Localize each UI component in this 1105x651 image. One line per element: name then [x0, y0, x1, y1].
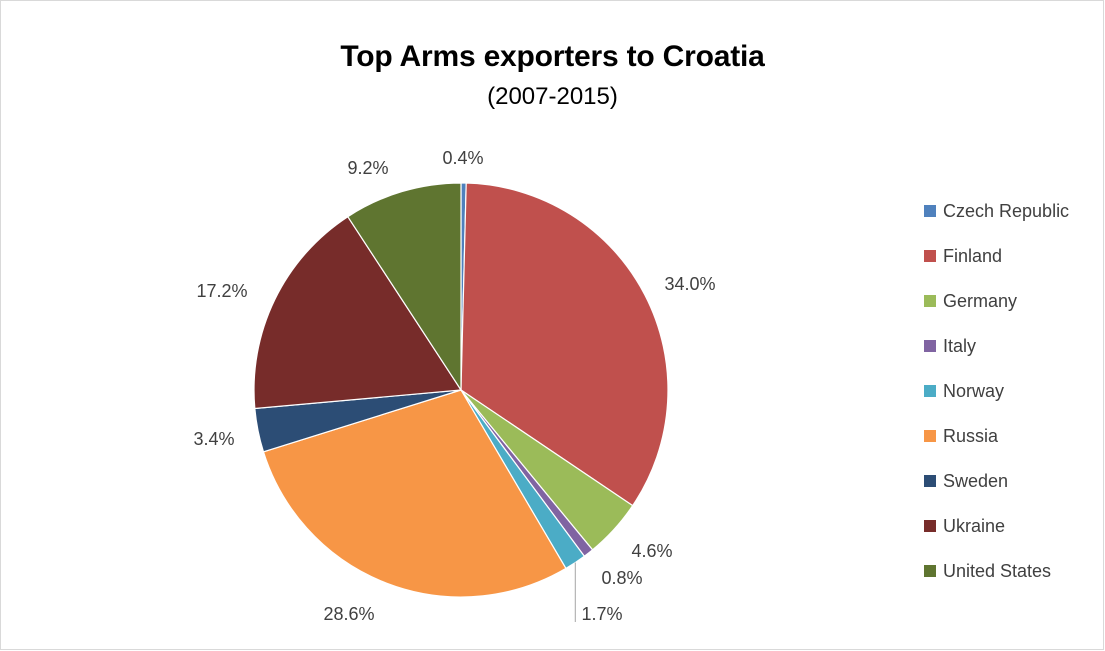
data-label-russia: 28.6%	[323, 604, 374, 624]
data-label-finland: 34.0%	[664, 274, 715, 294]
data-label-italy: 0.8%	[601, 568, 642, 588]
legend-swatch-ukraine	[924, 520, 936, 532]
data-label-norway: 1.7%	[581, 604, 622, 624]
legend-entry-czech-republic: Czech Republic	[924, 201, 1069, 221]
legend-entry-finland: Finland	[924, 246, 1002, 266]
legend-swatch-sweden	[924, 475, 936, 487]
pie-slice-ukraine	[253, 215, 463, 410]
legend-swatch-italy	[924, 340, 936, 352]
legend-swatch-russia	[924, 430, 936, 442]
data-label-united-states: 9.2%	[347, 158, 388, 178]
legend-label-italy: Italy	[943, 336, 976, 356]
legend-label-germany: Germany	[943, 291, 1017, 311]
legend-entry-united-states: United States	[924, 561, 1051, 581]
legend-label-sweden: Sweden	[943, 471, 1008, 491]
pie-slice-united-states	[346, 182, 462, 393]
legend-swatch-germany	[924, 295, 936, 307]
legend-entry-italy: Italy	[924, 336, 976, 356]
legend-swatch-united-states	[924, 565, 936, 577]
legend-label-norway: Norway	[943, 381, 1004, 401]
data-label-germany: 4.6%	[631, 541, 672, 561]
pie-slices	[253, 182, 669, 598]
data-label-ukraine: 17.2%	[196, 281, 247, 301]
chart-subtitle: (2007-2015)	[487, 83, 618, 110]
chart-legend: Czech Republic Finland Germany Italy Norway R…	[924, 201, 1069, 581]
legend-label-czech-republic: Czech Republic	[943, 201, 1069, 221]
legend-entry-ukraine: Ukraine	[924, 516, 1005, 536]
data-label-czech-republic: 0.4%	[442, 148, 483, 168]
legend-swatch-czech-republic	[924, 205, 936, 217]
legend-entry-sweden: Sweden	[924, 471, 1008, 491]
legend-entry-norway: Norway	[924, 381, 1004, 401]
pie-slice-finland	[460, 182, 669, 507]
chart-title: Top Arms exporters to Croatia	[340, 40, 765, 73]
legend-swatch-finland	[924, 250, 936, 262]
pie-slice-russia	[262, 389, 567, 598]
legend-label-russia: Russia	[943, 426, 999, 446]
legend-label-united-states: United States	[943, 561, 1051, 581]
data-labels: 0.4% 34.0% 4.6% 0.8% 1.7% 28.6% 3.4% 17.2% 9.2%	[193, 148, 715, 624]
legend-entry-russia: Russia	[924, 426, 999, 446]
data-label-sweden: 3.4%	[193, 429, 234, 449]
legend-entry-germany: Germany	[924, 291, 1017, 311]
legend-swatch-norway	[924, 385, 936, 397]
legend-label-ukraine: Ukraine	[943, 516, 1005, 536]
legend-label-finland: Finland	[943, 246, 1002, 266]
